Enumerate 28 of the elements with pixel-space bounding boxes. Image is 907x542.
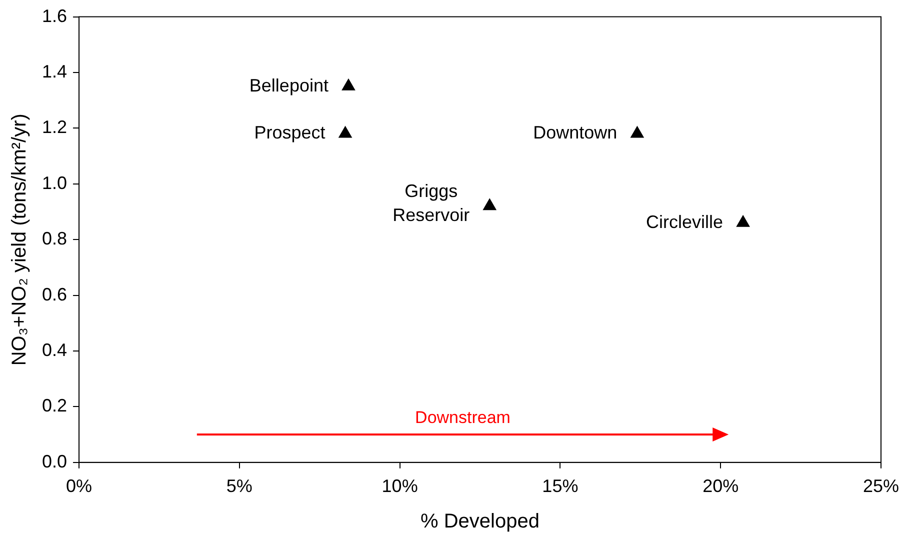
y-tick-label: 0.0 (42, 451, 68, 472)
y-tick-label: 1.4 (42, 61, 68, 82)
annotation: Downstream (415, 408, 510, 428)
annotation: Downtown (533, 122, 618, 143)
y-tick-label: 1.0 (42, 172, 68, 193)
annotation: Griggs Reservoir (392, 181, 470, 226)
point (483, 198, 496, 210)
y-tick-label: 1.6 (42, 6, 68, 26)
x-tick-label: 25% (862, 476, 899, 496)
annotation: Bellepoint (249, 75, 328, 96)
x-tick-label: 10% (382, 476, 418, 496)
x-tick-label: 0% (66, 476, 92, 496)
x-tick-label: 5% (226, 476, 252, 496)
y-tick-label: 0.8 (42, 228, 68, 249)
annotation: Prospect (254, 122, 326, 143)
annotation: Circleville (646, 212, 724, 232)
x-tick-label: 20% (702, 476, 739, 496)
point (342, 78, 356, 90)
x-axis-title: % Developed (420, 510, 540, 533)
point (338, 126, 352, 138)
y-tick-label: 0.6 (42, 284, 68, 304)
point (630, 126, 644, 138)
y-tick-label: 0.4 (42, 340, 68, 360)
point (736, 215, 750, 227)
y-tick-label: 1.2 (42, 117, 68, 138)
y-axis-title: NO₃+NO₂ yield (tons/km²/yr) (8, 114, 31, 366)
x-tick-label: 15% (542, 476, 578, 496)
y-tick-label: 0.2 (42, 396, 68, 416)
